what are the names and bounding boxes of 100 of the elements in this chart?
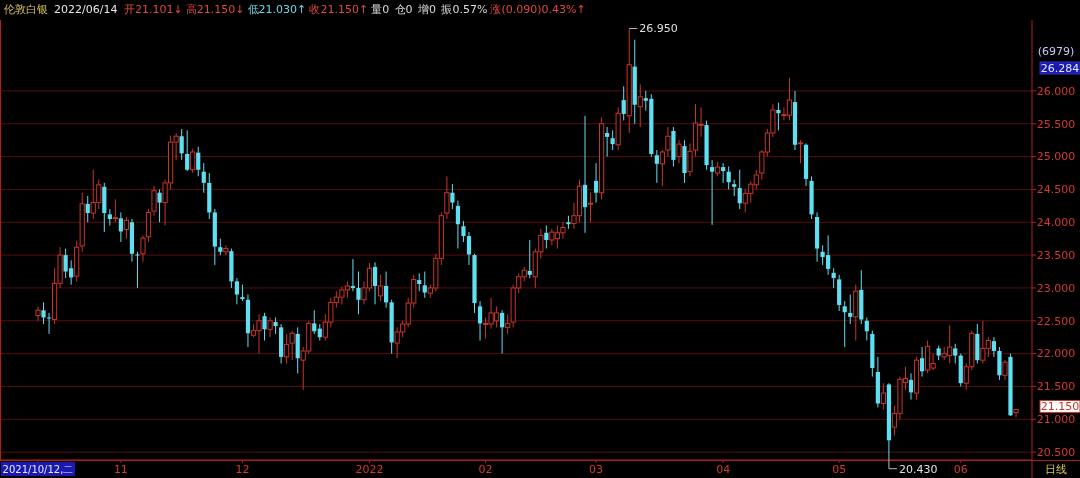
text: 20.430: [898, 462, 938, 476]
candlestick: [46, 312, 52, 335]
candlestick: [880, 382, 886, 410]
text: 振0.57%: [441, 3, 488, 16]
y-tick-label: 22.500: [1036, 314, 1076, 328]
candlestick: [593, 162, 599, 204]
y-tick-label: 24.500: [1036, 183, 1076, 197]
x-tick-label: 06: [953, 463, 968, 476]
candlestick: [659, 149, 665, 187]
candlestick: [372, 261, 378, 305]
text: 量0: [371, 3, 390, 16]
candlestick: [991, 336, 996, 358]
text: 日线: [1045, 463, 1067, 476]
candlestick: [676, 139, 682, 164]
text: 低21.030↑: [247, 3, 307, 16]
candlestick: [610, 129, 615, 151]
x-tick-label: 11: [113, 463, 128, 476]
candlestick: [466, 231, 472, 266]
text: 涨(0.090)0.43%↑: [490, 3, 586, 16]
candlestick: [289, 330, 295, 361]
candlestick: [450, 183, 455, 210]
candlestick: [654, 149, 659, 184]
candlestick: [527, 239, 532, 279]
x-tick-label: 2021/10/12,二: [2, 464, 74, 475]
candlestick: [621, 85, 626, 121]
candlestick: [262, 312, 267, 341]
candlestick: [267, 316, 273, 338]
candlestick: [118, 211, 123, 243]
candlestick: [201, 162, 206, 194]
text: 开21.101↓: [124, 3, 183, 16]
text: (6979): [1037, 45, 1075, 58]
y-tick-label: 20.500: [1036, 445, 1076, 459]
candlestick: [605, 126, 610, 158]
candlestick: [831, 267, 836, 289]
candlestick: [140, 234, 146, 263]
candlestick: [776, 102, 781, 131]
text: 21.150: [1040, 400, 1080, 414]
candlestick: [737, 169, 742, 210]
candlestick: [665, 126, 671, 158]
candlestick: [350, 258, 356, 292]
x-tick-label: 2022: [355, 463, 384, 476]
candlestick: [842, 300, 847, 348]
candlestick: [444, 175, 450, 220]
candlestick: [312, 309, 317, 335]
candlestick: [953, 343, 958, 364]
text: 仓0: [394, 3, 413, 16]
y-tick-label: 21.500: [1036, 380, 1076, 394]
candlestick: [726, 165, 731, 190]
x-tick-label: 12: [235, 463, 250, 476]
candlestick: [223, 244, 229, 256]
candlestick: [919, 346, 925, 378]
y-tick-label: 22.000: [1036, 347, 1076, 361]
candlestick: [384, 271, 389, 309]
text: 26.284: [1040, 61, 1080, 75]
candlestick: [356, 271, 361, 315]
candlestick: [112, 198, 118, 223]
x-tick-label: 03: [589, 463, 604, 476]
text: 高21.150↓: [185, 3, 245, 16]
y-tick-label: 23.000: [1036, 281, 1076, 295]
candlestick: [135, 251, 140, 289]
y-tick-label: 24.000: [1036, 216, 1076, 230]
annotation: 26.950: [639, 22, 678, 36]
candlestick: [848, 294, 853, 325]
y-tick-label: 21.000: [1036, 413, 1076, 427]
y-tick-label: 26.000: [1036, 84, 1076, 98]
candlestick: [123, 216, 130, 240]
y-tick-label: 23.500: [1036, 248, 1076, 262]
candlestick: [284, 333, 290, 364]
candlestick: [461, 220, 466, 243]
candlestick: [637, 83, 643, 128]
candlestick: [477, 300, 483, 341]
candlestick: [1002, 359, 1008, 381]
candlestick: [908, 372, 914, 401]
candlestick: [234, 277, 240, 305]
candlestick: [179, 128, 184, 161]
candlestick: [721, 162, 726, 184]
candlestick: [377, 274, 384, 302]
candlestick: [422, 271, 427, 299]
text: 增0: [417, 3, 436, 16]
candlestick: [151, 185, 157, 217]
candlestick: [864, 316, 869, 341]
candlestick: [185, 129, 190, 172]
candlestick: [500, 309, 505, 355]
chart-subtitle: 2022/06/14: [54, 3, 118, 16]
x-tick-label: 04: [716, 463, 731, 476]
candlestick: [85, 195, 90, 223]
y-tick-label: 25.500: [1036, 117, 1076, 131]
candlestick: [190, 148, 196, 174]
candlestick: [544, 225, 549, 250]
candlestick: [505, 313, 511, 335]
candlestick: [797, 139, 804, 164]
candlestick: [710, 159, 715, 226]
candlestick: [1013, 408, 1019, 418]
y-tick-label: 25.000: [1036, 150, 1076, 164]
candlestick: [35, 305, 41, 322]
candlestick: [455, 200, 461, 250]
chart-title: 伦敦白银: [4, 3, 48, 16]
candlestick: [687, 142, 693, 177]
candlestick: [196, 146, 201, 177]
candlestick: [587, 192, 594, 223]
